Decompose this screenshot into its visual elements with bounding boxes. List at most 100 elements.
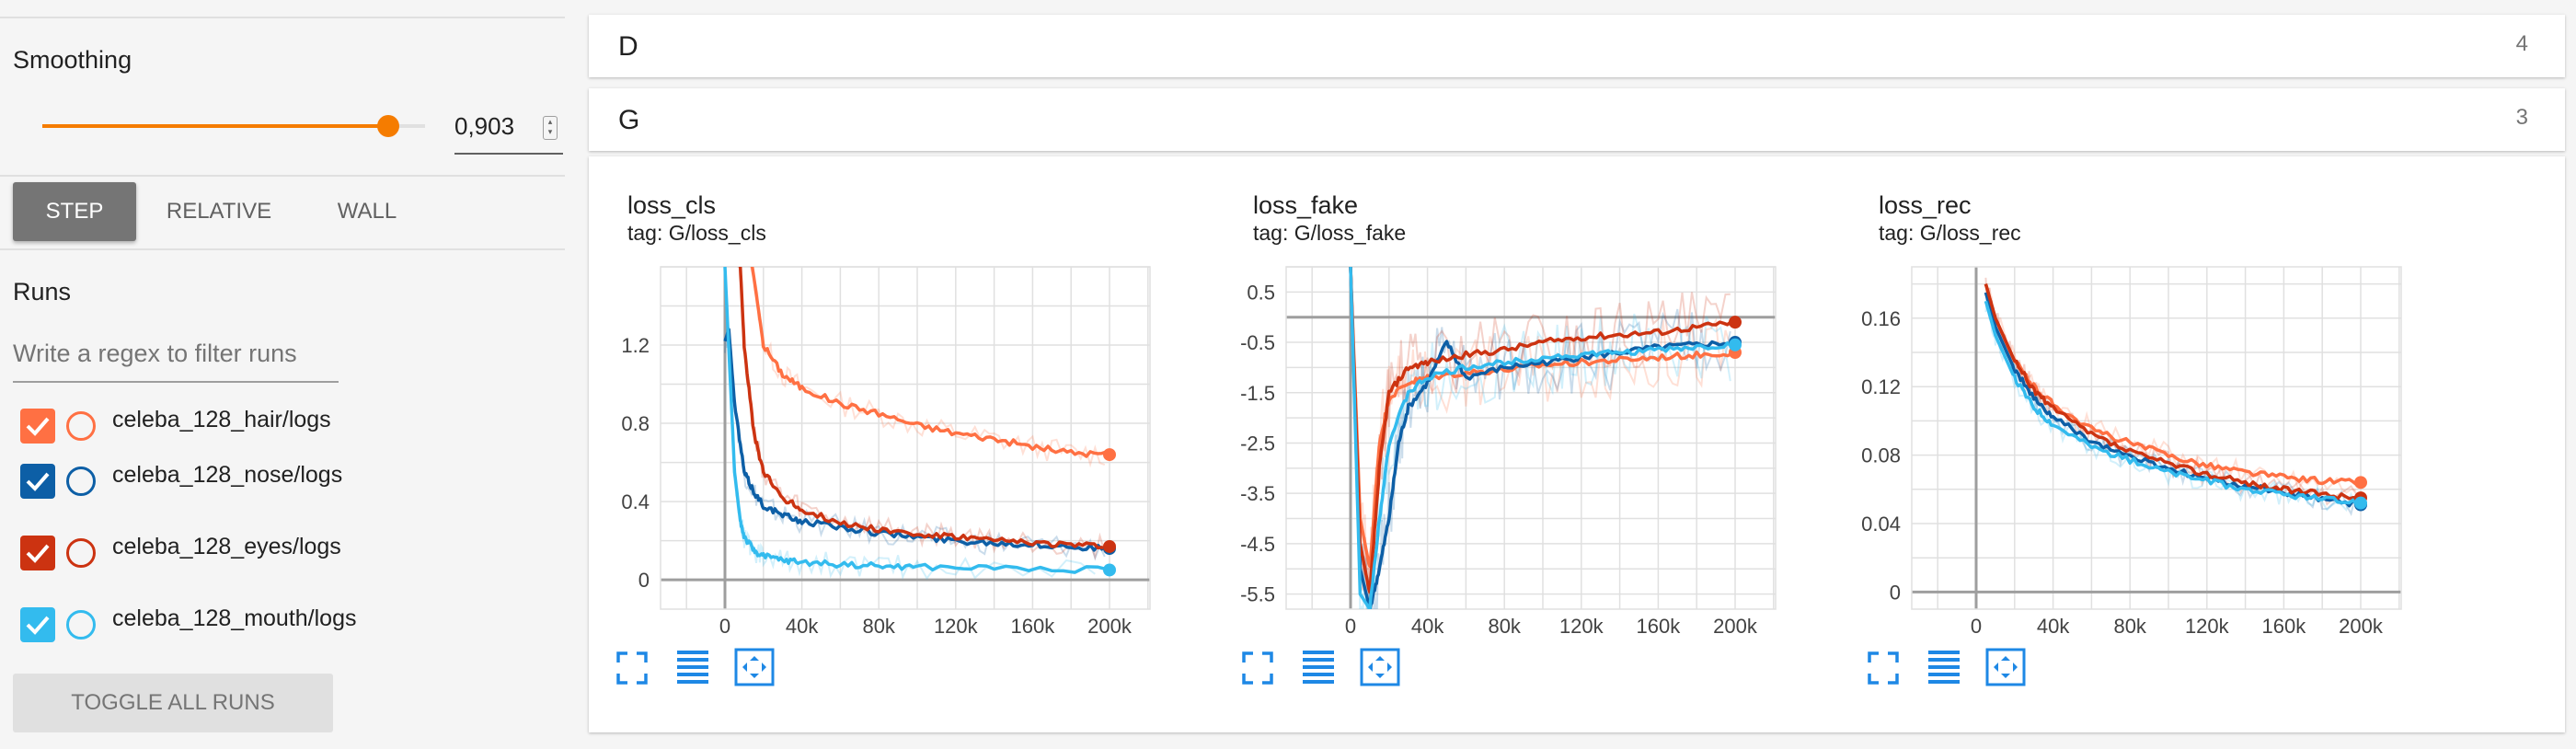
plot-area <box>1984 277 2362 517</box>
x-tick-label: 160k <box>2262 615 2307 638</box>
run-filter-input[interactable]: Write a regex to filter runs <box>13 335 339 383</box>
run-checkbox[interactable] <box>20 409 55 444</box>
x-tick-label: 0 <box>719 615 730 638</box>
run-name: celeba_128_hair/logs <box>112 407 331 432</box>
run-checkbox[interactable] <box>20 464 55 499</box>
group-header-g[interactable]: G 3 <box>589 88 2565 151</box>
divider <box>0 248 565 250</box>
y-tick-label: -1.5 <box>1240 382 1275 405</box>
xaxis-step-button[interactable]: STEP <box>13 182 136 241</box>
check-icon <box>26 616 50 635</box>
run-name: celeba_128_mouth/logs <box>112 605 357 631</box>
series-line <box>1349 267 1736 609</box>
smoothing-input[interactable]: 0,903 ▴ ▾ <box>454 107 563 155</box>
plot-area <box>1349 267 1736 609</box>
x-tick-label: 40k <box>786 615 819 638</box>
sidebar: Smoothing 0,903 ▴ ▾ STEP RELATIVE WALL Ru… <box>0 0 565 749</box>
plot-frame <box>660 266 1151 610</box>
y-tick-label: -3.5 <box>1240 482 1275 505</box>
run-checkbox[interactable] <box>20 607 55 642</box>
series-line <box>723 328 1110 552</box>
xaxis-wall-button[interactable]: WALL <box>337 199 397 224</box>
smoothing-value: 0,903 <box>454 112 515 140</box>
spinner-icon[interactable]: ▴ ▾ <box>543 116 558 140</box>
chart-tag: tag: G/loss_rec <box>1879 221 2021 245</box>
series-end-point <box>2354 496 2367 510</box>
series-line <box>723 267 1110 574</box>
chart-svg[interactable]: 0 40k 80k 120k 160k 200k 0 0.4 0.8 1.2 <box>589 156 1178 709</box>
series-line <box>738 267 1110 551</box>
fullscreen-icon[interactable] <box>1242 651 1273 685</box>
fullscreen-icon[interactable] <box>1868 651 1899 685</box>
y-tick-label: -0.5 <box>1240 331 1275 354</box>
run-color-radio[interactable] <box>66 538 96 568</box>
check-icon <box>26 472 50 491</box>
run-color-radio[interactable] <box>66 411 96 441</box>
series-raw-line <box>750 267 1106 468</box>
group-count: 4 <box>2515 31 2528 56</box>
toggle-all-runs-button[interactable]: TOGGLE ALL RUNS <box>13 674 333 732</box>
fit-domain-icon[interactable] <box>1985 648 2026 686</box>
x-tick-label: 80k <box>2113 615 2146 638</box>
fullscreen-icon[interactable] <box>616 651 648 685</box>
y-tick-label: 0.4 <box>621 490 650 513</box>
x-tick-label: 200k <box>2339 615 2384 638</box>
group-name: G <box>618 105 640 135</box>
y-tick-label: 0.08 <box>1861 444 1901 467</box>
x-tick-label: 120k <box>934 615 979 638</box>
chart-svg[interactable]: 0 40k 80k 120k 160k 200k 0 0.04 0.08 0.12 0.16 <box>1840 156 2429 709</box>
chart-card-loss-fake: loss_fake tag: G/loss_fake 0 40k 80k 120k 16… <box>1214 156 1803 709</box>
run-name: celeba_128_eyes/logs <box>112 534 341 559</box>
chart-title: loss_fake <box>1253 191 1359 219</box>
divider <box>0 17 565 18</box>
y-tick-label: 0.04 <box>1861 513 1901 536</box>
data-list-icon[interactable] <box>1928 651 1960 684</box>
y-tick-label: 0.12 <box>1861 375 1901 398</box>
y-tick-label: -2.5 <box>1240 432 1275 455</box>
xaxis-relative-button[interactable]: RELATIVE <box>166 199 272 224</box>
y-tick-label: 1.2 <box>621 334 650 357</box>
smoothing-slider[interactable] <box>42 124 425 128</box>
run-checkbox[interactable] <box>20 536 55 570</box>
y-tick-label: -4.5 <box>1240 533 1275 556</box>
divider <box>0 175 565 177</box>
check-icon <box>26 417 50 436</box>
data-list-icon[interactable] <box>677 651 708 684</box>
y-tick-label: 0 <box>638 569 650 592</box>
data-list-icon[interactable] <box>1303 651 1334 684</box>
series-line <box>1984 283 2362 501</box>
chart-svg[interactable]: 0 40k 80k 120k 160k 200k 0.5 -0.5 -1.5 -2.5 -3.5 -4… <box>1214 156 1803 709</box>
chart-tag: tag: G/loss_fake <box>1253 221 1407 245</box>
group-name: D <box>618 31 638 62</box>
slider-thumb[interactable] <box>376 115 399 137</box>
chart-panel: loss_cls tag: G/loss_cls 0 40k 80k 120k 160k… <box>589 156 2565 732</box>
run-color-radio[interactable] <box>66 467 96 496</box>
series-line <box>1984 300 2362 507</box>
x-tick-label: 80k <box>862 615 895 638</box>
fit-domain-icon[interactable] <box>1360 648 1400 686</box>
group-header-d[interactable]: D 4 <box>589 15 2565 77</box>
run-color-radio[interactable] <box>66 610 96 640</box>
series-raw-line <box>1350 267 1731 609</box>
group-count: 3 <box>2515 105 2528 130</box>
series-line <box>1349 267 1736 609</box>
run-name: celeba_128_nose/logs <box>112 462 343 488</box>
series-line <box>1349 267 1736 594</box>
series-end-point <box>1729 338 1742 351</box>
y-tick-label: 0.5 <box>1247 281 1275 304</box>
chart-title: loss_rec <box>1879 191 1972 219</box>
plot-area <box>723 267 1110 581</box>
x-tick-label: 120k <box>2185 615 2230 638</box>
x-tick-label: 120k <box>1559 615 1604 638</box>
chart-card-loss-cls: loss_cls tag: G/loss_cls 0 40k 80k 120k 160k… <box>589 156 1178 709</box>
smoothing-label: Smoothing <box>13 46 132 74</box>
y-tick-label: 0.16 <box>1861 307 1901 330</box>
series-raw-line <box>1350 285 1731 609</box>
x-tick-label: 160k <box>1011 615 1056 638</box>
x-tick-label: 200k <box>1713 615 1758 638</box>
series-line <box>750 267 1110 458</box>
y-tick-label: -5.5 <box>1240 583 1275 606</box>
x-tick-label: 40k <box>1411 615 1444 638</box>
y-tick-label: 0 <box>1890 581 1901 604</box>
fit-domain-icon[interactable] <box>734 648 775 686</box>
